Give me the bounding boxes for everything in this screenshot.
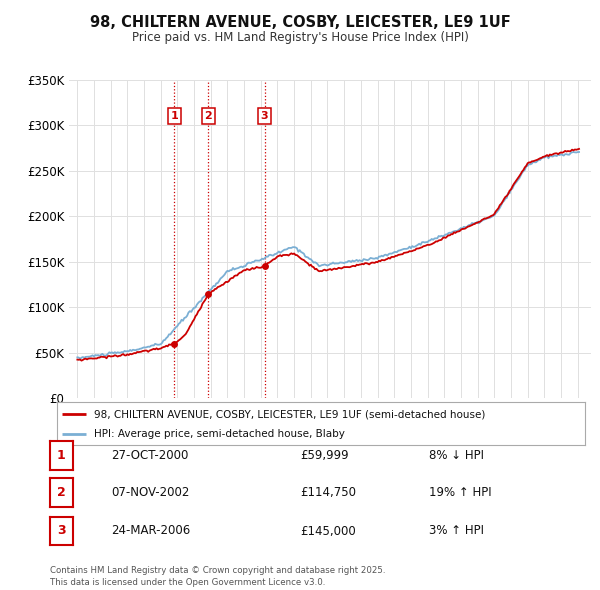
Text: 8% ↓ HPI: 8% ↓ HPI (429, 449, 484, 462)
Text: 1: 1 (170, 111, 178, 121)
Text: 2: 2 (205, 111, 212, 121)
Text: 3: 3 (261, 111, 268, 121)
Text: £114,750: £114,750 (300, 486, 356, 499)
Text: Price paid vs. HM Land Registry's House Price Index (HPI): Price paid vs. HM Land Registry's House … (131, 31, 469, 44)
Text: 98, CHILTERN AVENUE, COSBY, LEICESTER, LE9 1UF (semi-detached house): 98, CHILTERN AVENUE, COSBY, LEICESTER, L… (94, 409, 485, 419)
Text: £59,999: £59,999 (300, 449, 349, 462)
Text: 19% ↑ HPI: 19% ↑ HPI (429, 486, 491, 499)
Text: Contains HM Land Registry data © Crown copyright and database right 2025.
This d: Contains HM Land Registry data © Crown c… (50, 566, 385, 587)
Text: 24-MAR-2006: 24-MAR-2006 (111, 525, 190, 537)
Text: 3: 3 (57, 525, 65, 537)
Text: HPI: Average price, semi-detached house, Blaby: HPI: Average price, semi-detached house,… (94, 429, 345, 439)
Text: 98, CHILTERN AVENUE, COSBY, LEICESTER, LE9 1UF: 98, CHILTERN AVENUE, COSBY, LEICESTER, L… (89, 15, 511, 30)
Text: 1: 1 (57, 449, 65, 462)
Text: 27-OCT-2000: 27-OCT-2000 (111, 449, 188, 462)
Text: £145,000: £145,000 (300, 525, 356, 537)
Text: 2: 2 (57, 486, 65, 499)
Text: 07-NOV-2002: 07-NOV-2002 (111, 486, 190, 499)
Text: 3% ↑ HPI: 3% ↑ HPI (429, 525, 484, 537)
